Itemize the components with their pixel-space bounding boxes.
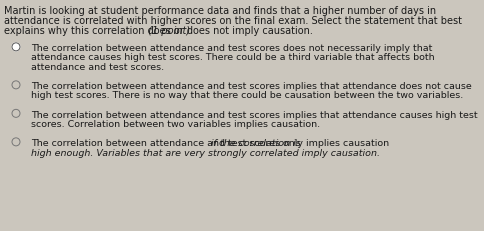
Text: Martin is looking at student performance data and finds that a higher number of : Martin is looking at student performance… <box>4 6 435 16</box>
Text: attendance and test scores.: attendance and test scores. <box>31 63 164 72</box>
Text: high enough. Variables that are very strongly correlated imply causation.: high enough. Variables that are very str… <box>31 149 379 158</box>
Text: high test scores. There is no way that there could be causation between the two : high test scores. There is no way that t… <box>31 91 462 100</box>
Text: (1 point): (1 point) <box>141 26 189 36</box>
Text: scores. Correlation between two variables implies causation.: scores. Correlation between two variable… <box>31 120 319 129</box>
Text: explains why this correlation does or does not imply causation.: explains why this correlation does or do… <box>4 26 312 36</box>
Text: The correlation between attendance and test scores does not necessarily imply th: The correlation between attendance and t… <box>31 44 431 53</box>
Circle shape <box>12 43 20 51</box>
Text: if the correlation is: if the correlation is <box>210 139 300 148</box>
Text: attendance causes high test scores. There could be a third variable that affects: attendance causes high test scores. Ther… <box>31 54 434 63</box>
Text: attendance is correlated with higher scores on the final exam. Select the statem: attendance is correlated with higher sco… <box>4 16 461 26</box>
Text: The correlation between attendance and test scores only implies causation: The correlation between attendance and t… <box>31 139 392 148</box>
Text: The correlation between attendance and test scores implies that attendance cause: The correlation between attendance and t… <box>31 110 477 119</box>
Text: The correlation between attendance and test scores implies that attendance does : The correlation between attendance and t… <box>31 82 471 91</box>
